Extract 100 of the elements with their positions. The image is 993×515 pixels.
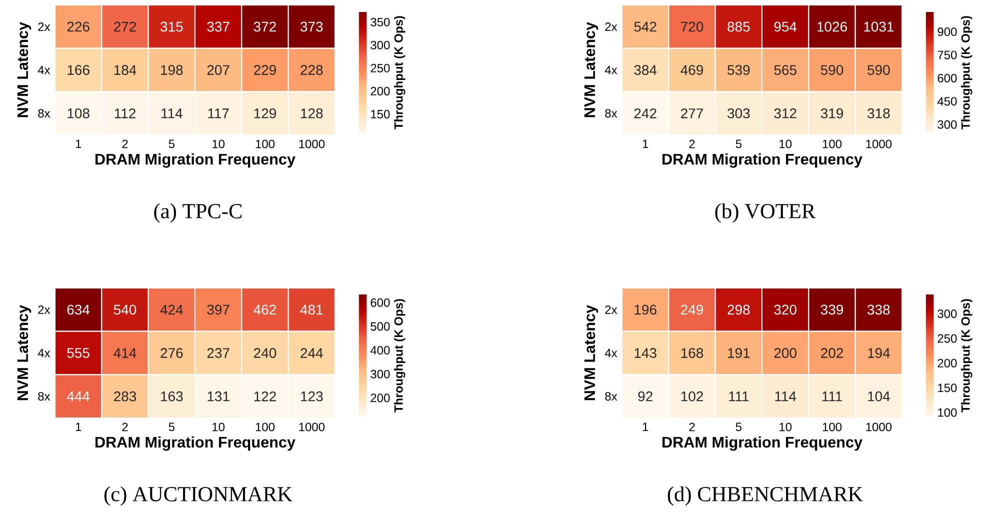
color-bar-label: 600	[370, 298, 390, 307]
data-label: 207	[207, 65, 230, 75]
y-tick-label: 2x	[605, 305, 618, 314]
color-bar-label: 350	[370, 18, 390, 26]
data-label: 540	[114, 304, 136, 315]
color-bar-title: Throughput (K Ops)	[394, 16, 406, 130]
color-bar-label: 250	[938, 334, 957, 343]
color-bar-label: 200	[370, 394, 390, 402]
data-label: 954	[774, 22, 797, 32]
color-bar-label: 300	[370, 40, 390, 50]
data-label: 123	[301, 391, 323, 402]
x-axis-title: DRAM Migration Frequency	[96, 436, 296, 451]
color-bar-title: Throughput (K Ops)	[961, 299, 972, 412]
data-label: 202	[821, 348, 843, 358]
y-tick-label: 8x	[605, 109, 618, 118]
y-tick-label: 2x	[38, 305, 50, 314]
y-tick-label: 4x	[604, 348, 618, 358]
data-label: 384	[634, 65, 657, 75]
data-label: 337	[207, 22, 230, 32]
color-bar-label: 200	[370, 86, 390, 96]
data-label: 117	[208, 108, 229, 118]
y-tick-label: 4x	[38, 66, 50, 74]
y-tick-label: 8x	[38, 109, 50, 118]
data-label: 184	[114, 65, 136, 75]
data-label: 111	[822, 392, 842, 402]
y-axis-title: NVM Latency	[17, 304, 32, 400]
x-tick-label: 10	[780, 422, 792, 432]
data-label: 196	[634, 304, 656, 315]
color-bar-label: 600	[938, 74, 957, 82]
data-label: 590	[868, 65, 890, 75]
data-label: 1026	[817, 22, 847, 32]
data-label: 276	[160, 348, 183, 358]
x-tick-label: 100	[822, 422, 842, 432]
data-label: 102	[681, 391, 703, 402]
data-label: 634	[67, 304, 90, 315]
data-label: 283	[114, 391, 136, 402]
data-label: 885	[728, 22, 750, 32]
x-tick-label: 2	[122, 422, 128, 432]
data-label: 318	[868, 108, 890, 118]
text: (a) TPC-C	[154, 203, 242, 223]
data-label: 240	[254, 348, 276, 358]
x-tick-label: 5	[168, 140, 174, 148]
y-tick-label: 2x	[605, 22, 618, 31]
data-label: 397	[207, 304, 230, 315]
x-tick-label: 100	[822, 140, 842, 148]
data-label: 122	[254, 391, 276, 402]
data-label: 226	[67, 22, 90, 32]
data-label: 143	[634, 348, 656, 358]
x-tick-label: 1000	[299, 140, 325, 148]
color-bar-label: 500	[370, 322, 390, 331]
data-label: 720	[681, 22, 704, 32]
y-axis-title: NVM Latency	[584, 22, 598, 118]
x-tick-label: 2	[689, 422, 695, 432]
data-label: 565	[774, 65, 796, 75]
data-label: 200	[774, 348, 796, 358]
data-label: 590	[820, 65, 844, 75]
data-label: 112	[114, 108, 136, 118]
data-label: 114	[162, 108, 182, 118]
color-bar-label: 300	[938, 120, 957, 129]
data-label: 114	[775, 392, 796, 402]
color-bar-label: 300	[370, 370, 390, 378]
data-label: 312	[774, 108, 796, 118]
x-axis-title: DRAM Migration Frequency	[662, 436, 862, 451]
data-label: 108	[68, 108, 90, 118]
data-label: 128	[301, 108, 323, 118]
data-label: 298	[728, 304, 750, 315]
data-label: 469	[680, 65, 703, 75]
x-axis-title: DRAM Migration Frequency	[662, 153, 862, 168]
y-tick-label: 2x	[38, 22, 50, 31]
y-tick-label: 4x	[38, 348, 50, 358]
color-bar-label: 400	[370, 346, 390, 355]
data-label: 237	[207, 348, 230, 358]
data-label: 444	[66, 392, 90, 402]
data-label: 194	[868, 348, 890, 358]
x-axis-title: DRAM Migration Frequency	[96, 153, 296, 168]
data-label: 228	[300, 65, 323, 75]
data-label: 555	[67, 348, 90, 358]
text: (b) VOTER	[715, 203, 816, 223]
data-label: 168	[681, 348, 704, 358]
x-tick-label: 1	[642, 140, 648, 148]
data-label: 481	[300, 304, 323, 315]
y-axis-title: NVM Latency	[584, 304, 598, 400]
data-label: 131	[208, 391, 230, 402]
color-bar-label: 750	[938, 50, 957, 60]
x-tick-label: 2	[122, 140, 128, 148]
data-label: 319	[820, 108, 843, 118]
color-bar-label: 200	[938, 358, 957, 368]
x-tick-label: 1	[642, 422, 648, 431]
data-label: 272	[114, 22, 136, 32]
data-label: 198	[161, 65, 183, 75]
text: (d) CHBENCHMARK	[668, 486, 863, 506]
data-label: 249	[681, 304, 703, 315]
color-bar-title: Throughput (K Ops)	[961, 16, 972, 130]
data-label: 191	[728, 348, 750, 358]
data-label: 462	[254, 304, 276, 315]
y-tick-label: 8x	[605, 392, 618, 401]
data-label: 542	[634, 22, 656, 32]
x-tick-label: 1	[76, 422, 82, 431]
x-tick-label: 10	[780, 140, 792, 148]
data-label: 372	[254, 22, 276, 32]
